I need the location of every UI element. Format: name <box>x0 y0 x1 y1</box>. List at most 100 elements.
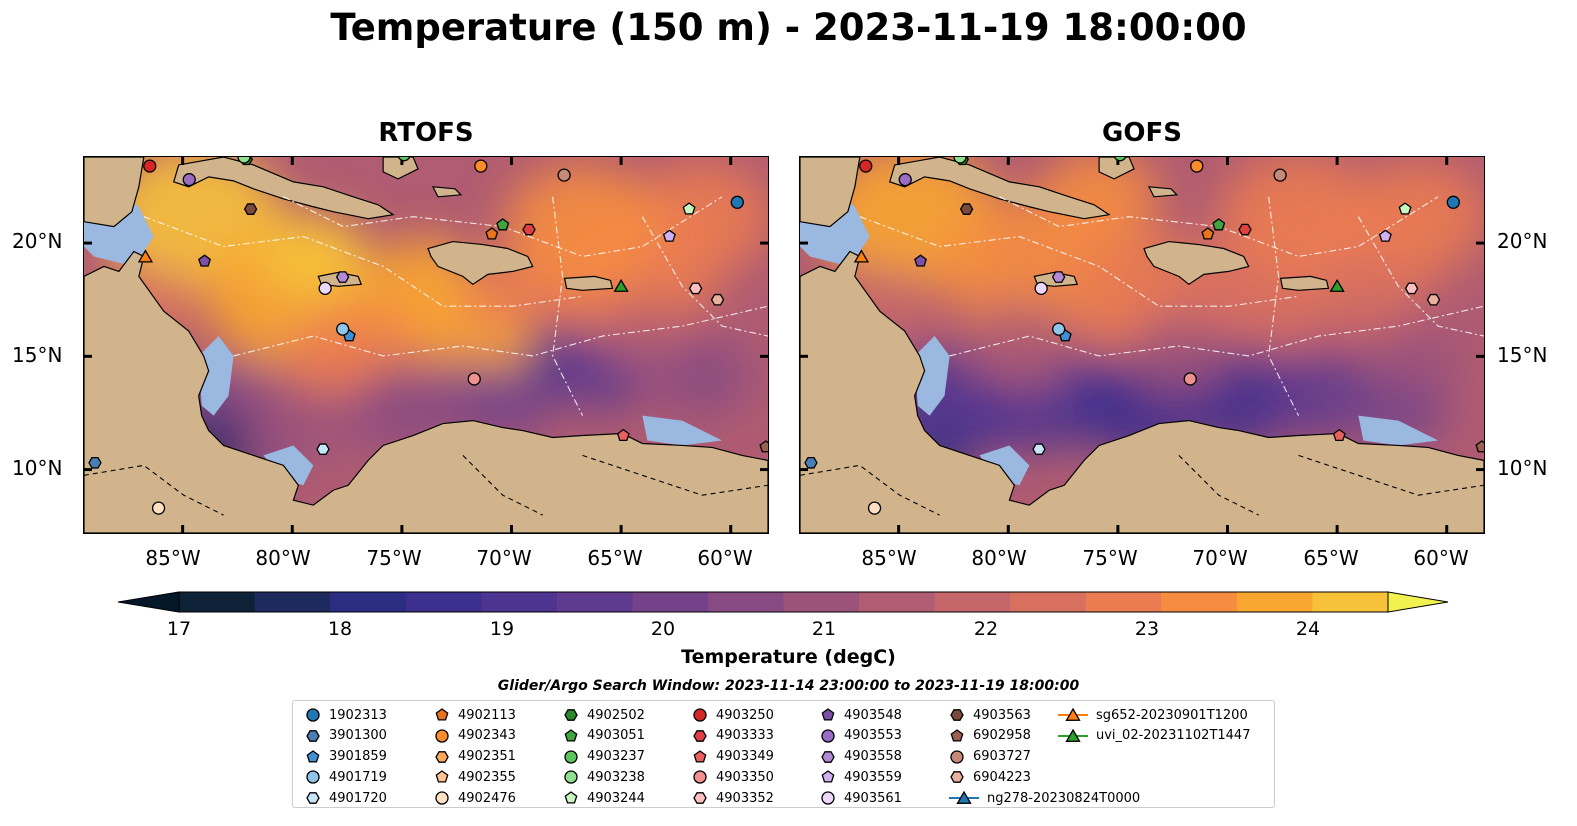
legend-marker-4903553[interactable] <box>821 729 835 743</box>
legend-marker-4902343[interactable] <box>435 729 449 743</box>
lat-tick-label-right: 10°N <box>1497 456 1548 480</box>
map-marker-uvi_02-20231102T1447[interactable] <box>1329 278 1345 292</box>
map-marker-4903558[interactable] <box>335 271 350 283</box>
map-marker-4903553[interactable] <box>898 173 912 187</box>
legend-marker-4903244[interactable] <box>564 791 578 804</box>
legend-label: 4903250 <box>716 707 774 723</box>
map-marker-4903333[interactable] <box>1238 223 1252 236</box>
eez-boundary-line <box>641 216 768 337</box>
map-marker-4903238[interactable] <box>953 157 967 164</box>
legend-marker-4903237[interactable] <box>564 749 578 764</box>
legend-marker-4903559[interactable] <box>821 770 835 783</box>
legend-marker-3901859[interactable] <box>306 749 320 763</box>
map-marker-4903250[interactable] <box>143 159 157 173</box>
map-marker-4903250[interactable] <box>859 159 873 173</box>
map-marker-1902313[interactable] <box>730 195 744 209</box>
legend-marker-4903349[interactable] <box>693 749 707 763</box>
map-marker-4903561[interactable] <box>318 281 332 295</box>
map-marker-4903352[interactable] <box>1404 282 1419 295</box>
legend-marker-4901719[interactable] <box>306 770 320 785</box>
map-marker-4903350[interactable] <box>1183 372 1197 386</box>
legend-item: uvi_02-20231102T1447 <box>1058 726 1250 746</box>
map-marker-4903553[interactable] <box>182 173 196 187</box>
legend-marker-4903352[interactable] <box>693 792 707 805</box>
legend-marker-4903558[interactable] <box>821 750 835 763</box>
map-marker-6904223[interactable] <box>1426 293 1441 306</box>
map-marker-4903561[interactable] <box>1034 281 1048 295</box>
map-marker-4902343[interactable] <box>1190 159 1204 173</box>
map-marker-4901720[interactable] <box>1032 443 1046 455</box>
map-marker-4903352[interactable] <box>688 282 703 295</box>
map-marker-6903727[interactable] <box>557 168 571 182</box>
map-marker-4901719[interactable] <box>1052 322 1066 336</box>
map-marker-4903548[interactable] <box>198 254 211 267</box>
legend-marker-4902113[interactable] <box>435 708 449 721</box>
lat-tick-label-left: 10°N <box>12 456 63 480</box>
map-marker-4903548[interactable] <box>914 254 927 267</box>
map-marker-4903333[interactable] <box>522 223 536 236</box>
map-marker-4903559[interactable] <box>1378 229 1392 242</box>
map-marker-4901720[interactable] <box>316 443 330 455</box>
colorbar-segment <box>783 592 860 612</box>
legend-marker-4903333[interactable] <box>693 729 707 742</box>
map-marker-4903244[interactable] <box>682 202 696 215</box>
colorbar-segment <box>1010 592 1087 612</box>
map-marker-4902476[interactable] <box>151 501 166 515</box>
map-marker-4902113[interactable] <box>1201 227 1215 240</box>
map-marker-3901300[interactable] <box>88 456 102 469</box>
map-marker-3901300[interactable] <box>804 456 818 469</box>
legend-marker-6904223[interactable] <box>950 771 964 784</box>
legend-marker-4903548[interactable] <box>821 708 835 721</box>
map-marker-4903051[interactable] <box>1212 218 1226 231</box>
legend-marker-6903727[interactable] <box>950 749 964 764</box>
map-marker-6902958[interactable] <box>759 440 768 453</box>
map-marker-4902343[interactable] <box>474 159 488 173</box>
legend-marker-uvi_02-20231102T1447[interactable] <box>1065 728 1081 742</box>
legend-marker-4902476[interactable] <box>435 791 449 805</box>
map-marker-uvi_02-20231102T1447[interactable] <box>613 278 629 292</box>
map-marker-6904223[interactable] <box>710 293 725 306</box>
land-mass <box>382 157 419 180</box>
land-mass <box>800 250 1484 533</box>
colorbar-segment <box>859 592 936 612</box>
legend-marker-4903051[interactable] <box>564 728 578 742</box>
legend-marker-1902313[interactable] <box>306 708 320 722</box>
lon-tick-label: 80°W <box>255 546 311 570</box>
map-marker-1902313[interactable] <box>1446 195 1460 209</box>
legend-marker-sg652-20230901T1200[interactable] <box>1065 707 1081 721</box>
map-marker-4903237[interactable] <box>1113 157 1127 162</box>
legend-marker-4903350[interactable] <box>693 770 707 785</box>
legend-marker-4902351[interactable] <box>435 750 449 763</box>
map-marker-4901719[interactable] <box>336 322 350 336</box>
legend-marker-4902355[interactable] <box>435 770 449 783</box>
map-marker-6903727[interactable] <box>1273 168 1287 182</box>
map-marker-4903349[interactable] <box>616 428 630 442</box>
map-marker-4903563[interactable] <box>243 203 258 215</box>
map-marker-4903349[interactable] <box>1332 428 1346 442</box>
map-marker-4903563[interactable] <box>959 203 974 215</box>
map-marker-6902958[interactable] <box>1475 440 1484 453</box>
legend-marker-4903250[interactable] <box>693 708 707 722</box>
map-marker-4903051[interactable] <box>496 218 510 231</box>
map-marker-4903558[interactable] <box>1051 271 1066 283</box>
map-marker-4902476[interactable] <box>867 501 882 515</box>
legend-marker-ng278-20230824T0000[interactable] <box>956 790 972 805</box>
map-marker-4903244[interactable] <box>1398 202 1412 215</box>
map-marker-4903237[interactable] <box>397 157 411 162</box>
map-marker-4903559[interactable] <box>662 229 676 242</box>
legend-marker-4903563[interactable] <box>950 709 964 721</box>
map-marker-sg652-20230901T1200[interactable] <box>137 249 154 263</box>
legend-marker-4903238[interactable] <box>564 770 578 785</box>
map-marker-sg652-20230901T1200[interactable] <box>853 249 870 263</box>
legend-marker-4903561[interactable] <box>821 791 835 805</box>
lat-tick-label-left: 15°N <box>12 343 63 367</box>
legend-marker-4902502[interactable] <box>564 709 578 721</box>
legend-marker-4901720[interactable] <box>306 792 320 805</box>
legend-marker-3901300[interactable] <box>306 729 320 742</box>
map-marker-4903238[interactable] <box>237 157 251 164</box>
legend-marker-icon <box>950 709 964 721</box>
legend-marker-6902958[interactable] <box>950 728 964 742</box>
colorbar-segment <box>1312 592 1389 612</box>
map-marker-4902113[interactable] <box>485 227 499 240</box>
map-marker-4903350[interactable] <box>467 372 481 386</box>
